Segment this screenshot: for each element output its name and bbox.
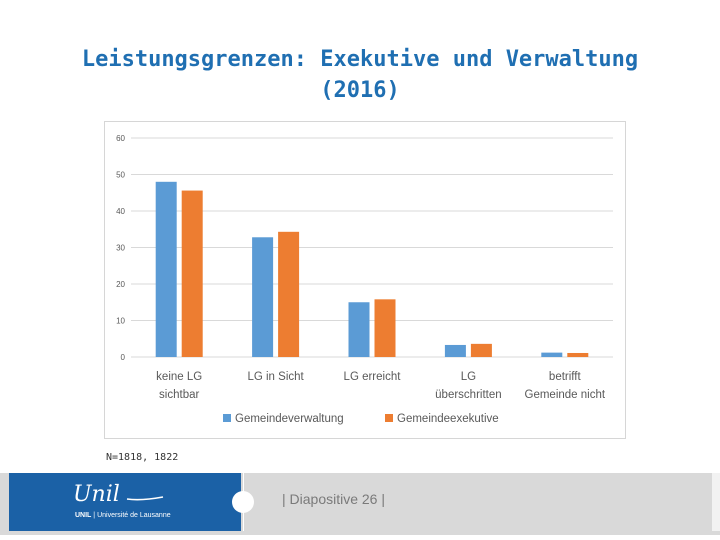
y-tick-label: 60 xyxy=(116,134,125,143)
bar-gemeindeexekutive xyxy=(470,343,492,357)
x-tick-label: LG erreicht xyxy=(344,371,402,383)
legend-label: Gemeindeverwaltung xyxy=(235,413,344,425)
bar-gemeindeexekutive xyxy=(181,190,203,357)
bar-gemeindeverwaltung xyxy=(252,237,274,357)
unil-logo-icon: Unil xyxy=(73,482,164,507)
y-tick-label: 0 xyxy=(121,353,126,362)
bar-gemeindeverwaltung xyxy=(348,302,370,357)
logo-separator: | xyxy=(91,512,98,519)
footer-bar: Unil UNIL | Université de Lausanne | Dia… xyxy=(0,473,720,535)
logo-script-text: Unil xyxy=(73,482,120,507)
sample-size-note: N=1818, 1822 xyxy=(106,452,179,463)
bar-gemeindeverwaltung xyxy=(444,344,466,357)
logo-brand: UNIL xyxy=(75,512,92,519)
x-tick-label: keine LG xyxy=(156,371,202,383)
bar-gemeindeverwaltung xyxy=(541,352,563,357)
footer-right-block xyxy=(712,473,720,531)
slide-number: | Diapositive 26 | xyxy=(282,491,385,507)
unil-logo-panel: Unil UNIL | Université de Lausanne xyxy=(9,473,241,531)
bar-gemeindeexekutive xyxy=(567,352,589,357)
slide-title: Leistungsgrenzen: Exekutive und Verwaltu… xyxy=(81,47,639,103)
y-tick-label: 30 xyxy=(116,244,125,253)
bar-chart: 0 10 20 30 40 50 60 keine LG sichtbar LG in Sicht… xyxy=(104,121,626,439)
legend-swatch-1 xyxy=(223,414,231,422)
legend-label: Gemeindeexekutive xyxy=(397,413,499,425)
y-tick-label: 40 xyxy=(116,207,125,216)
x-tick-label: LG in Sicht xyxy=(247,371,304,383)
bar-gemeindeverwaltung xyxy=(155,181,177,357)
x-tick-label: Gemeinde nicht xyxy=(525,389,606,401)
y-tick-label: 20 xyxy=(116,280,125,289)
legend-swatch-2 xyxy=(385,414,393,422)
logo-caption: UNIL | Université de Lausanne xyxy=(75,512,171,519)
x-tick-label: betrifft xyxy=(549,371,582,383)
y-tick-label: 10 xyxy=(116,317,125,326)
logo-university: Université de Lausanne xyxy=(97,512,171,519)
footer-dot-icon xyxy=(232,491,254,513)
x-tick-label: LG xyxy=(461,371,476,383)
bar-gemeindeexekutive xyxy=(374,299,396,357)
y-tick-label: 50 xyxy=(116,171,125,180)
x-tick-label: sichtbar xyxy=(159,389,199,401)
chart-canvas: 0 10 20 30 40 50 60 keine LG sichtbar LG in Sicht… xyxy=(116,134,613,425)
x-tick-label: überschritten xyxy=(435,389,501,401)
bar-gemeindeexekutive xyxy=(278,231,300,357)
